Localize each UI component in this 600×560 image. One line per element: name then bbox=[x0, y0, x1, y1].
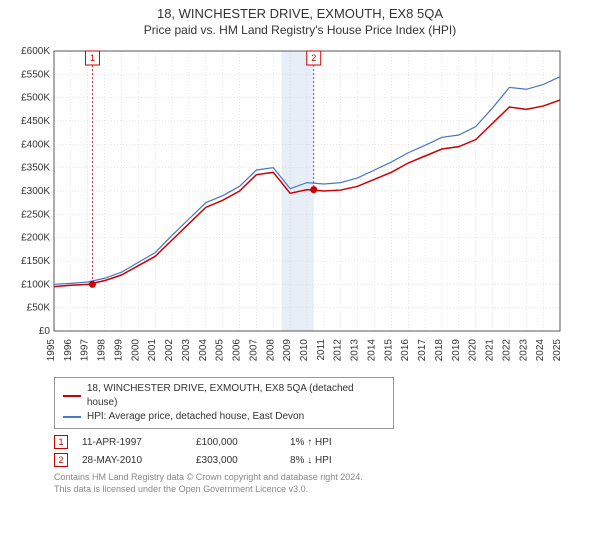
legend-box: 18, WINCHESTER DRIVE, EXMOUTH, EX8 5QA (… bbox=[54, 377, 394, 429]
footer-attribution: Contains HM Land Registry data © Crown c… bbox=[54, 471, 590, 495]
title-line-2: Price paid vs. HM Land Registry's House … bbox=[10, 23, 590, 37]
svg-text:2015: 2015 bbox=[383, 339, 394, 362]
svg-text:2018: 2018 bbox=[434, 339, 445, 362]
svg-text:2001: 2001 bbox=[147, 339, 158, 362]
svg-text:1998: 1998 bbox=[97, 339, 108, 362]
event-number-box: 1 bbox=[54, 435, 68, 449]
svg-text:2020: 2020 bbox=[468, 339, 479, 362]
svg-text:£550K: £550K bbox=[21, 69, 50, 80]
event-date: 11-APR-1997 bbox=[82, 437, 182, 448]
chart-svg: £0 £50K £100K £150K £200K £250K £300K £350K £400… bbox=[10, 41, 570, 371]
svg-text:1996: 1996 bbox=[63, 339, 74, 362]
svg-text:2014: 2014 bbox=[366, 339, 377, 362]
event-date: 28-MAY-2010 bbox=[82, 455, 182, 466]
legend-item: HPI: Average price, detached house, East… bbox=[63, 410, 385, 424]
event-row: 2 28-MAY-2010 £303,000 8% ↓ HPI bbox=[54, 453, 590, 467]
svg-text:2025: 2025 bbox=[552, 339, 563, 362]
svg-text:2022: 2022 bbox=[501, 339, 512, 362]
svg-text:2021: 2021 bbox=[485, 339, 496, 362]
legend-label: HPI: Average price, detached house, East… bbox=[87, 410, 304, 424]
footer-line-2: This data is licensed under the Open Gov… bbox=[54, 483, 590, 495]
event-delta: 8% ↓ HPI bbox=[290, 455, 332, 466]
svg-text:2007: 2007 bbox=[248, 339, 259, 362]
svg-text:£0: £0 bbox=[39, 326, 51, 337]
svg-text:£150K: £150K bbox=[21, 256, 50, 267]
svg-text:£100K: £100K bbox=[21, 279, 50, 290]
svg-text:2: 2 bbox=[311, 53, 316, 63]
event-price: £100,000 bbox=[196, 437, 276, 448]
svg-text:£450K: £450K bbox=[21, 116, 50, 127]
svg-text:2019: 2019 bbox=[451, 339, 462, 362]
svg-text:£350K: £350K bbox=[21, 163, 50, 174]
svg-text:£600K: £600K bbox=[21, 46, 50, 57]
event-price: £303,000 bbox=[196, 455, 276, 466]
svg-text:1997: 1997 bbox=[80, 339, 91, 362]
legend-swatch bbox=[63, 395, 81, 397]
svg-text:2013: 2013 bbox=[350, 339, 361, 362]
price-chart: £0 £50K £100K £150K £200K £250K £300K £350K £400… bbox=[10, 41, 590, 371]
legend-label: 18, WINCHESTER DRIVE, EXMOUTH, EX8 5QA (… bbox=[87, 382, 385, 410]
svg-text:1995: 1995 bbox=[46, 339, 57, 362]
svg-text:£500K: £500K bbox=[21, 93, 50, 104]
event-number-box: 2 bbox=[54, 453, 68, 467]
svg-text:1: 1 bbox=[90, 53, 95, 63]
svg-text:£400K: £400K bbox=[21, 139, 50, 150]
svg-text:1999: 1999 bbox=[113, 339, 124, 362]
svg-text:£300K: £300K bbox=[21, 186, 50, 197]
event-list: 1 11-APR-1997 £100,000 1% ↑ HPI 2 28-MAY-2010… bbox=[54, 435, 590, 467]
svg-text:2002: 2002 bbox=[164, 339, 175, 362]
svg-text:2012: 2012 bbox=[333, 339, 344, 362]
svg-text:£50K: £50K bbox=[27, 303, 51, 314]
event-delta: 1% ↑ HPI bbox=[290, 437, 332, 448]
svg-text:2008: 2008 bbox=[265, 339, 276, 362]
svg-text:2006: 2006 bbox=[232, 339, 243, 362]
event-row: 1 11-APR-1997 £100,000 1% ↑ HPI bbox=[54, 435, 590, 449]
legend-item: 18, WINCHESTER DRIVE, EXMOUTH, EX8 5QA (… bbox=[63, 382, 385, 410]
svg-text:2017: 2017 bbox=[417, 339, 428, 362]
svg-text:2016: 2016 bbox=[400, 339, 411, 362]
footer-line-1: Contains HM Land Registry data © Crown c… bbox=[54, 471, 590, 483]
svg-text:2023: 2023 bbox=[518, 339, 529, 362]
legend-swatch bbox=[63, 416, 81, 418]
svg-text:2011: 2011 bbox=[316, 339, 327, 361]
svg-text:2000: 2000 bbox=[130, 339, 141, 362]
svg-text:2010: 2010 bbox=[299, 339, 310, 362]
svg-text:2004: 2004 bbox=[198, 339, 209, 362]
svg-text:2024: 2024 bbox=[535, 339, 546, 362]
svg-text:2009: 2009 bbox=[282, 339, 293, 362]
title-line-1: 18, WINCHESTER DRIVE, EXMOUTH, EX8 5QA bbox=[10, 6, 590, 21]
svg-text:£200K: £200K bbox=[21, 233, 50, 244]
svg-text:£250K: £250K bbox=[21, 209, 50, 220]
svg-text:2005: 2005 bbox=[215, 339, 226, 362]
svg-text:2003: 2003 bbox=[181, 339, 192, 362]
